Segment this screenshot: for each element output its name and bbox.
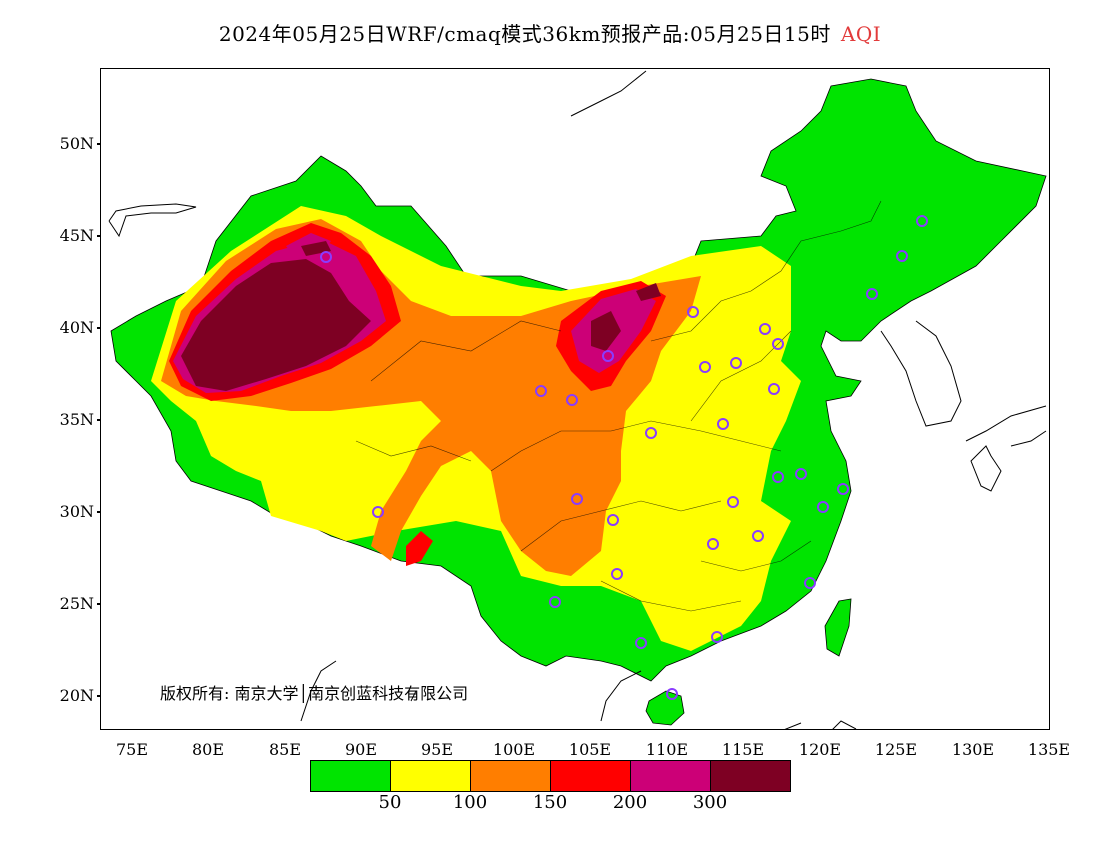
legend-swatch-yellow	[390, 760, 471, 792]
lat-label-25: 25N	[46, 594, 103, 613]
station-marker	[372, 506, 384, 518]
lon-label-90: 90E	[344, 740, 378, 759]
lon-label-80: 80E	[191, 740, 225, 759]
station-marker	[730, 357, 742, 369]
station-marker	[571, 493, 583, 505]
lat-label-30: 30N	[46, 502, 103, 521]
aqi-map	[100, 68, 1050, 730]
lon-label-85: 85E	[268, 740, 302, 759]
lon-label-130: 130E	[951, 740, 995, 759]
station-marker	[804, 577, 816, 589]
station-marker	[866, 288, 878, 300]
legend-label-100: 100	[452, 792, 488, 813]
station-marker	[602, 350, 614, 362]
station-marker	[635, 637, 647, 649]
lon-label-120: 120E	[798, 740, 842, 759]
station-marker	[727, 496, 739, 508]
station-marker	[817, 501, 829, 513]
station-marker	[566, 394, 578, 406]
legend-swatch-orange	[470, 760, 551, 792]
station-marker	[699, 361, 711, 373]
lat-label-40: 40N	[46, 318, 103, 337]
legend-label-200: 200	[612, 792, 648, 813]
legend-swatch-green	[310, 760, 391, 792]
lat-label-35: 35N	[46, 410, 103, 429]
aqi-maroon-zone	[181, 241, 661, 391]
map-title: 2024年05月25日WRF/cmaq模式36km预报产品:05月25日15时 A…	[0, 18, 1100, 47]
station-marker	[717, 418, 729, 430]
lat-label-50: 50N	[46, 134, 103, 153]
korea-japan-coast	[880, 320, 1047, 492]
station-marker	[759, 323, 771, 335]
station-marker	[607, 514, 619, 526]
station-marker	[611, 568, 623, 580]
province-boundaries	[355, 200, 882, 612]
title-text: 2024年05月25日WRF/cmaq模式36km预报产品:05月25日15时	[218, 22, 831, 46]
legend-swatch-maroon	[710, 760, 791, 792]
station-marker	[795, 468, 807, 480]
station-marker	[896, 250, 908, 262]
station-marker	[549, 596, 561, 608]
neighbor-coastline-north	[108, 70, 647, 238]
lon-label-135: 135E	[1027, 740, 1071, 759]
station-marker	[772, 338, 784, 350]
station-marker	[707, 538, 719, 550]
legend-label-300: 300	[692, 792, 728, 813]
lon-label-75: 75E	[115, 740, 149, 759]
station-marker	[687, 306, 699, 318]
lon-label-125: 125E	[874, 740, 918, 759]
station-marker	[772, 471, 784, 483]
station-markers	[320, 215, 928, 700]
station-marker	[666, 688, 678, 700]
station-marker	[768, 383, 780, 395]
legend-label-50: 50	[378, 792, 402, 813]
lon-label-110: 110E	[645, 740, 689, 759]
station-marker	[645, 427, 657, 439]
station-marker	[711, 631, 723, 643]
station-marker	[916, 215, 928, 227]
lon-label-95: 95E	[420, 740, 454, 759]
hainan-island	[645, 690, 685, 726]
lon-label-105: 105E	[568, 740, 612, 759]
copyright-note: 版权所有: 南京大学│南京创蓝科技有限公司	[160, 684, 469, 703]
lon-label-115: 115E	[721, 740, 765, 759]
station-marker	[837, 483, 849, 495]
lat-label-45: 45N	[46, 226, 103, 245]
station-marker	[535, 385, 547, 397]
title-product: AQI	[840, 22, 882, 46]
southeast-asia-coast	[300, 660, 857, 729]
legend-swatch-red	[550, 760, 631, 792]
legend-swatch-magenta	[630, 760, 711, 792]
aqi-map-canvas	[108, 70, 1047, 729]
station-marker	[320, 251, 332, 263]
station-marker	[752, 530, 764, 542]
taiwan-island	[824, 598, 852, 657]
lon-label-100: 100E	[492, 740, 536, 759]
legend-label-150: 150	[532, 792, 568, 813]
lat-label-20: 20N	[46, 686, 103, 705]
